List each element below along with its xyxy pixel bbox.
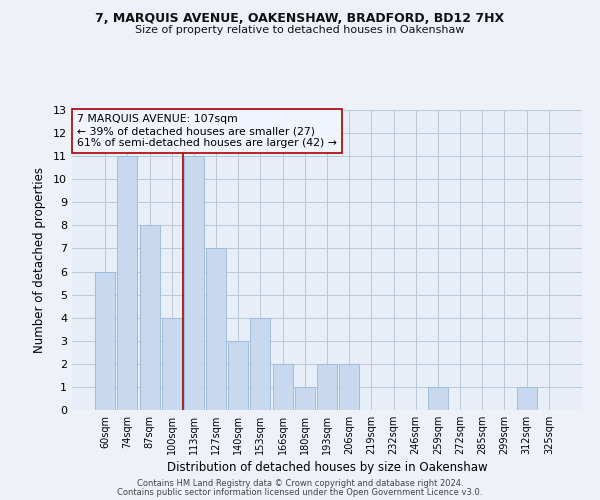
Bar (206, 248, 226, 410)
Bar (228, 341, 248, 410)
Text: Contains HM Land Registry data © Crown copyright and database right 2024.: Contains HM Land Registry data © Crown c… (137, 478, 463, 488)
Bar (339, 364, 359, 410)
Bar (184, 156, 204, 410)
Bar (95, 272, 115, 410)
X-axis label: Distribution of detached houses by size in Oakenshaw: Distribution of detached houses by size … (167, 462, 487, 474)
Y-axis label: Number of detached properties: Number of detached properties (33, 167, 46, 353)
Bar (162, 318, 182, 410)
Text: 7, MARQUIS AVENUE, OAKENSHAW, BRADFORD, BD12 7HX: 7, MARQUIS AVENUE, OAKENSHAW, BRADFORD, … (95, 12, 505, 26)
Text: 7 MARQUIS AVENUE: 107sqm
← 39% of detached houses are smaller (27)
61% of semi-d: 7 MARQUIS AVENUE: 107sqm ← 39% of detach… (77, 114, 337, 148)
Text: Size of property relative to detached houses in Oakenshaw: Size of property relative to detached ho… (135, 25, 465, 35)
Bar (295, 387, 315, 410)
Bar (140, 226, 160, 410)
Bar (517, 387, 536, 410)
Bar (317, 364, 337, 410)
Bar (250, 318, 271, 410)
Bar (272, 364, 293, 410)
Bar (118, 156, 137, 410)
Text: Contains public sector information licensed under the Open Government Licence v3: Contains public sector information licen… (118, 488, 482, 497)
Bar (428, 387, 448, 410)
